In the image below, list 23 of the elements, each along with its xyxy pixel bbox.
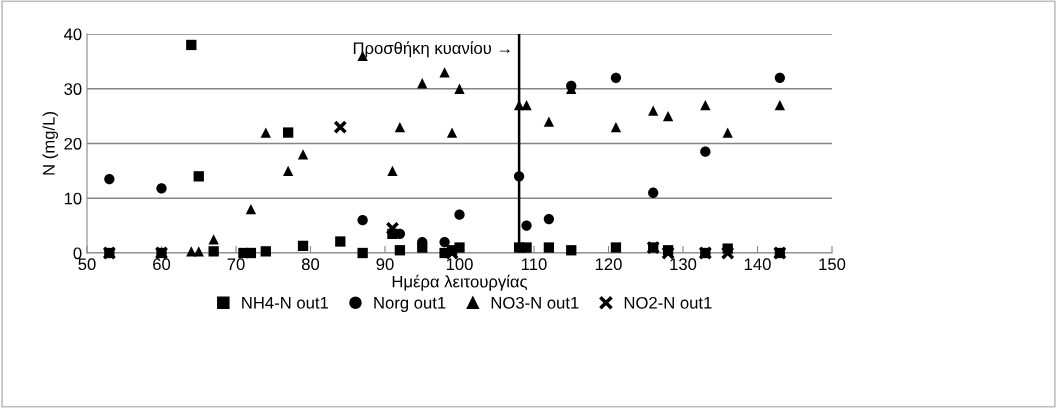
x-tick-label: 80 bbox=[301, 258, 320, 271]
y-axis-title: N (mg/L) bbox=[42, 112, 59, 175]
x-tick-label: 70 bbox=[227, 258, 245, 271]
x-tick-label: 150 bbox=[819, 258, 846, 271]
x-tick-label: 120 bbox=[595, 258, 622, 271]
x-tick-label: 100 bbox=[446, 258, 473, 271]
legend-label: NO2-N out1 bbox=[624, 296, 712, 309]
y-tick-label: 40 bbox=[63, 28, 82, 41]
legend-label: Norg out1 bbox=[374, 297, 446, 313]
legend-label: NO3-N out1 bbox=[491, 296, 579, 309]
x-tick-label: 140 bbox=[744, 258, 771, 271]
x-tick-label: 130 bbox=[670, 258, 697, 271]
x-tick-label: 90 bbox=[376, 258, 394, 271]
x-tick-label: 110 bbox=[521, 258, 547, 271]
ref-line-label: Προσθήκη κυανίου → bbox=[353, 41, 510, 58]
y-tick-label: 10 bbox=[64, 192, 82, 205]
y-tick-label: 20 bbox=[64, 137, 82, 150]
x-tick-label: 50 bbox=[78, 258, 96, 271]
x-axis-title: Ημέρα λειτουργίας bbox=[392, 274, 528, 291]
legend-label: NH4-N out1 bbox=[242, 297, 329, 309]
y-tick-label: 0 bbox=[73, 247, 82, 260]
x-tick-label: 60 bbox=[153, 258, 171, 271]
y-tick-label: 30 bbox=[64, 83, 82, 95]
